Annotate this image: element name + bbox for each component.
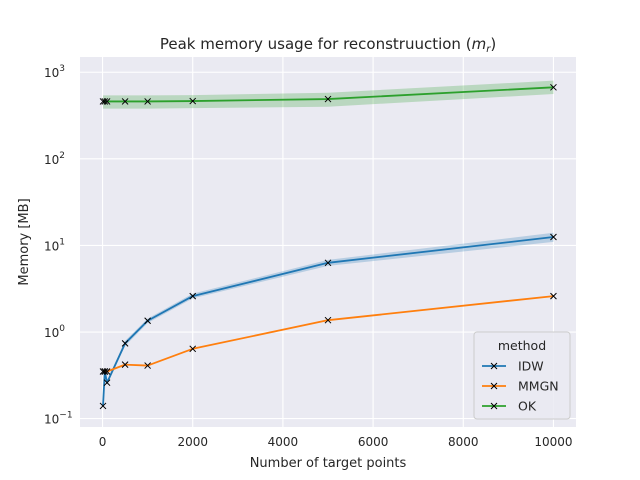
y-tick-label: 102 (44, 151, 65, 167)
y-axis-label: Memory [MB] (17, 198, 32, 285)
confidence-bands (103, 80, 554, 409)
chart-title: Peak memory usage for reconstruuction (m… (160, 35, 496, 55)
marker-ok (103, 98, 111, 105)
marker-idw (99, 402, 107, 410)
legend-label-mmgn: MMGN (518, 379, 559, 394)
marker-idw (103, 379, 111, 387)
legend-marker-idw (490, 362, 498, 370)
legend-marker-ok (490, 402, 498, 410)
legend-label-idw: IDW (518, 359, 544, 374)
marker-mmgn (324, 316, 332, 324)
legend-label-ok: OK (518, 399, 537, 414)
legend-entries: IDW MMGN OK (482, 359, 559, 414)
marker-ok (101, 98, 109, 105)
x-tick-label: 2000 (177, 435, 208, 449)
y-tick-label: 101 (44, 237, 65, 253)
marker-ok (189, 97, 197, 105)
x-tick-label: 0 (99, 435, 107, 449)
x-axis-label: Number of target points (250, 456, 407, 471)
marker-mmgn (121, 361, 129, 368)
marker-ok (121, 98, 129, 105)
marker-ok (144, 98, 151, 105)
y-tick-label: 103 (44, 64, 65, 80)
y-tick-label: 100 (44, 324, 65, 340)
y-tick-labels: 10−1 100 101 102 103 (44, 64, 73, 426)
x-tick-label: 4000 (268, 435, 299, 449)
marker-idw (550, 233, 557, 241)
x-tick-label: 10000 (534, 435, 572, 449)
marker-mmgn (101, 368, 109, 375)
marker-mmgn (189, 345, 197, 353)
marker-idw (121, 339, 129, 347)
data-markers (99, 83, 557, 410)
marker-mmgn (550, 292, 557, 300)
marker-mmgn (103, 368, 111, 375)
legend-title: method (498, 338, 546, 353)
x-tick-labels: 0 2000 4000 6000 8000 10000 (99, 435, 573, 449)
x-tick-label: 6000 (358, 435, 389, 449)
marker-mmgn (144, 362, 151, 369)
legend-box (473, 331, 571, 420)
marker-idw (189, 292, 197, 300)
marker-ok (550, 83, 557, 91)
marker-idw (324, 259, 332, 267)
x-tick-label: 8000 (448, 435, 479, 449)
legend-marker-mmgn (490, 382, 498, 390)
legend: method IDW MMGN OK (473, 331, 571, 420)
marker-ok (324, 95, 332, 103)
marker-idw (144, 317, 151, 325)
y-tick-label: 10−1 (44, 411, 73, 427)
band-ok (103, 80, 554, 109)
